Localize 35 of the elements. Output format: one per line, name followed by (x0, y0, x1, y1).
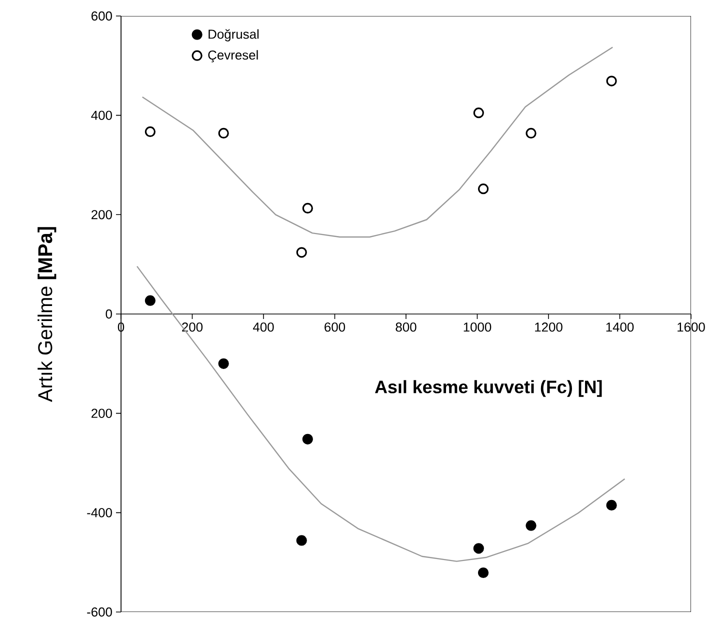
y-tick-label: 400 (91, 110, 112, 120)
x-tick-label: 1200 (535, 322, 562, 332)
x-tick-label: 600 (324, 322, 346, 332)
x-tick-label: 800 (396, 322, 416, 332)
point (302, 202, 313, 214)
y-axis-title: Artık Gerilme [MPa] (38, 227, 56, 402)
x-tick-label: 400 (252, 322, 274, 332)
x-axis-title: Asıl kesme kuvveti (Fc) [N] (375, 380, 602, 397)
point (478, 567, 489, 578)
legend-label: Çevresel (208, 50, 258, 62)
legend-label: Doğrusal (208, 29, 259, 42)
point (144, 126, 156, 138)
point (296, 247, 307, 258)
y-tick-label: 200 (92, 408, 112, 418)
x-tick-label: 1400 (606, 322, 634, 332)
point (302, 434, 313, 444)
x-tick-label: 1000 (464, 322, 492, 332)
point (144, 295, 156, 306)
y-tick-label: 600 (92, 11, 112, 21)
point (218, 128, 229, 139)
y-tick-label: 0 (106, 309, 112, 319)
y-tick-label: 200 (92, 210, 112, 220)
point (478, 184, 489, 194)
y-tick-label: -600 (87, 607, 112, 617)
point (526, 128, 536, 139)
point (473, 108, 484, 118)
line-series (142, 46, 614, 238)
point (473, 543, 484, 554)
point (606, 500, 617, 511)
point (218, 358, 229, 369)
point (296, 535, 307, 546)
point (606, 76, 617, 86)
point (526, 520, 536, 531)
x-tick-label: 200 (182, 322, 203, 332)
y-tick-label: -400 (87, 508, 112, 518)
